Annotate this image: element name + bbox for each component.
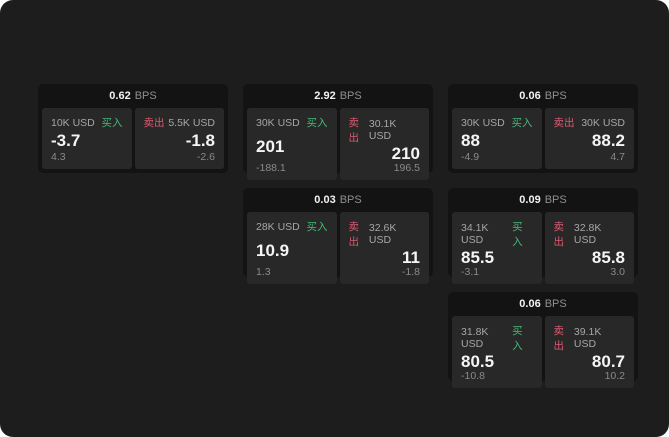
- card-header: 0.09 BPS: [452, 188, 634, 212]
- sell-sub-value: 196.5: [393, 162, 420, 174]
- sell-amount: 30.1K USD: [368, 118, 397, 142]
- buy-panel[interactable]: 30K USD 买入 201 -188.1: [247, 108, 337, 180]
- quote-card: 0.06 BPS 30K USD 买入 88 -4.9 卖出 30K USD: [448, 84, 638, 173]
- sell-panel[interactable]: 卖出 5.5K USD -1.8 -2.6: [134, 108, 224, 169]
- sell-label: 卖出: [553, 221, 565, 248]
- bps-unit-label: BPS: [134, 90, 157, 102]
- buy-sub-value: -10.8: [461, 370, 485, 382]
- buy-label: 买入: [512, 325, 523, 352]
- sell-price: 80.7: [591, 352, 625, 371]
- buy-sell-panels: 34.1K USD 买入 85.5 -3.1 卖出 32.8K USD 85.8…: [452, 212, 634, 284]
- sell-price: 88.2: [591, 131, 625, 150]
- sell-panel[interactable]: 卖出 30.1K USD 210 196.5: [339, 108, 429, 180]
- sell-label: 卖出: [553, 325, 565, 352]
- quote-cards-grid: 0.62 BPS 10K USD 买入 -3.7 4.3 卖出 5.5K USD: [38, 84, 638, 388]
- sell-price: -1.8: [185, 131, 215, 150]
- buy-sell-panels: 28K USD 买入 10.9 1.3 卖出 32.6K USD 11 -1.8: [247, 212, 429, 284]
- buy-label: 买入: [306, 221, 328, 233]
- sell-label: 卖出: [143, 117, 165, 129]
- buy-amount: 31.8K USD: [461, 326, 489, 350]
- bps-unit-label: BPS: [544, 90, 567, 102]
- sell-sub-value: 10.2: [604, 370, 625, 382]
- buy-label: 买入: [511, 117, 533, 129]
- buy-panel[interactable]: 34.1K USD 买入 85.5 -3.1: [452, 212, 542, 284]
- buy-panel[interactable]: 28K USD 买入 10.9 1.3: [247, 212, 337, 284]
- card-header: 0.62 BPS: [42, 84, 224, 108]
- buy-price: 10.9: [256, 240, 290, 260]
- buy-sell-panels: 10K USD 买入 -3.7 4.3 卖出 5.5K USD -1.8 -2.…: [42, 108, 224, 169]
- bps-value: 0.62: [109, 90, 131, 102]
- buy-price: 80.5: [461, 352, 495, 371]
- buy-label: 买入: [512, 221, 523, 248]
- sell-sub-value: -1.8: [401, 266, 420, 278]
- sell-price: 210: [391, 144, 420, 163]
- sell-panel[interactable]: 卖出 39.1K USD 80.7 10.2: [544, 316, 634, 388]
- buy-amount: 34.1K USD: [461, 222, 489, 246]
- card-header: 0.06 BPS: [452, 84, 634, 108]
- bps-value: 0.06: [519, 90, 541, 102]
- buy-sub-value: 4.3: [51, 151, 66, 163]
- buy-label: 买入: [101, 117, 123, 129]
- sell-sub-value: 3.0: [610, 266, 625, 278]
- sell-amount: 5.5K USD: [168, 116, 215, 129]
- buy-sub-value: -188.1: [256, 162, 286, 174]
- quote-card: 0.62 BPS 10K USD 买入 -3.7 4.3 卖出 5.5K USD: [38, 84, 228, 173]
- bps-value: 0.06: [519, 298, 541, 310]
- sell-amount: 39.1K USD: [573, 326, 602, 350]
- buy-panel[interactable]: 30K USD 买入 88 -4.9: [452, 108, 542, 169]
- bps-unit-label: BPS: [544, 298, 567, 310]
- card-header: 0.03 BPS: [247, 188, 429, 212]
- buy-sub-value: -4.9: [461, 151, 480, 163]
- buy-panel[interactable]: 31.8K USD 买入 80.5 -10.8: [452, 316, 542, 388]
- bps-value: 2.92: [314, 90, 336, 102]
- sell-price: 85.8: [591, 248, 625, 267]
- sell-amount: 30K USD: [581, 116, 625, 129]
- sell-panel[interactable]: 卖出 30K USD 88.2 4.7: [544, 108, 634, 169]
- sell-price: 11: [402, 248, 420, 267]
- buy-price: 201: [256, 136, 285, 156]
- buy-price: -3.7: [51, 131, 81, 150]
- card-header: 2.92 BPS: [247, 84, 429, 108]
- buy-sell-panels: 31.8K USD 买入 80.5 -10.8 卖出 39.1K USD 80.…: [452, 316, 634, 388]
- buy-sell-panels: 30K USD 买入 201 -188.1 卖出 30.1K USD 210 1…: [247, 108, 429, 180]
- buy-amount: 30K USD: [461, 116, 505, 129]
- buy-amount: 10K USD: [51, 116, 95, 129]
- buy-sell-panels: 30K USD 买入 88 -4.9 卖出 30K USD 88.2 4.7: [452, 108, 634, 169]
- bps-unit-label: BPS: [544, 194, 567, 206]
- buy-price: 85.5: [461, 248, 495, 267]
- sell-panel[interactable]: 卖出 32.6K USD 11 -1.8: [339, 212, 429, 284]
- buy-amount: 30K USD: [256, 116, 300, 129]
- sell-label: 卖出: [553, 117, 575, 129]
- sell-sub-value: 4.7: [610, 151, 625, 163]
- sell-sub-value: -2.6: [196, 151, 215, 163]
- buy-label: 买入: [306, 117, 328, 129]
- sell-amount: 32.6K USD: [368, 222, 397, 246]
- sell-amount: 32.8K USD: [573, 222, 602, 246]
- bps-unit-label: BPS: [339, 194, 362, 206]
- buy-panel[interactable]: 10K USD 买入 -3.7 4.3: [42, 108, 132, 169]
- buy-sub-value: 1.3: [256, 266, 271, 278]
- sell-label: 卖出: [348, 117, 360, 144]
- sell-label: 卖出: [348, 221, 360, 248]
- quote-card: 0.09 BPS 34.1K USD 买入 85.5 -3.1 卖出 32.8K…: [448, 188, 638, 284]
- buy-sub-value: -3.1: [461, 266, 480, 278]
- quote-card: 0.03 BPS 28K USD 买入 10.9 1.3 卖出 32.6K US…: [243, 188, 433, 284]
- bps-value: 0.09: [519, 194, 541, 206]
- bps-unit-label: BPS: [339, 90, 362, 102]
- bps-value: 0.03: [314, 194, 336, 206]
- card-header: 0.06 BPS: [452, 292, 634, 316]
- quote-card: 2.92 BPS 30K USD 买入 201 -188.1 卖出 30.1K …: [243, 84, 433, 180]
- sell-panel[interactable]: 卖出 32.8K USD 85.8 3.0: [544, 212, 634, 284]
- quote-card: 0.06 BPS 31.8K USD 买入 80.5 -10.8 卖出 39.1…: [448, 292, 638, 388]
- buy-price: 88: [461, 131, 480, 150]
- buy-amount: 28K USD: [256, 220, 300, 233]
